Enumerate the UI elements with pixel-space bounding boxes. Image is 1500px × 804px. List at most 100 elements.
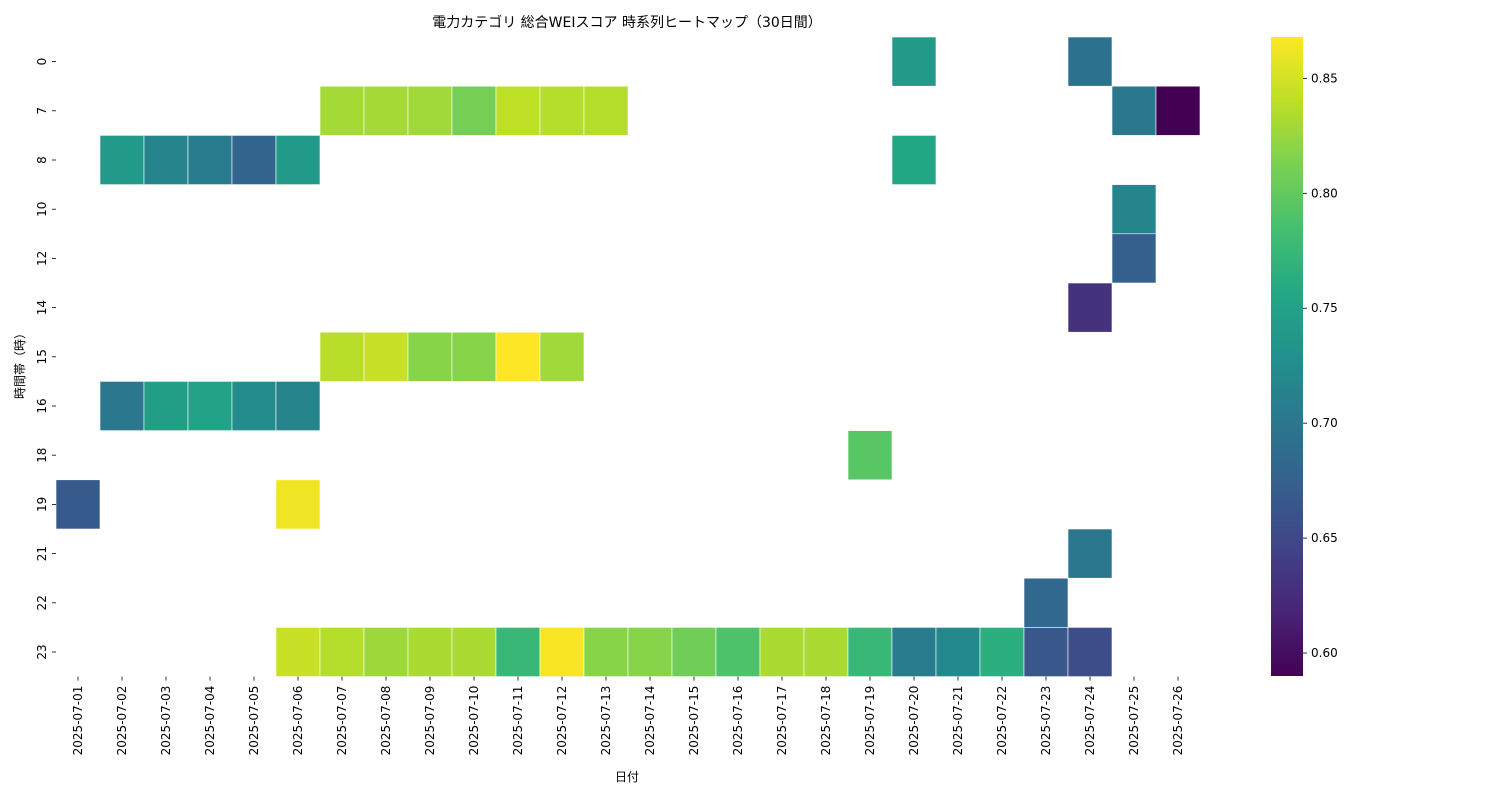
x-tick-label: 2025-07-22 [995,686,1009,756]
heatmap-cell [231,381,277,431]
heatmap-cell [1111,184,1157,235]
colorbar: 0.60 0.65 0.70 0.75 0.80 0.85 [1271,37,1338,676]
heatmap-cell [451,627,497,677]
heatmap-cell [319,85,365,136]
heatmap-cell [891,36,937,87]
y-tick-label: 10 [35,202,49,217]
x-tick-label: 2025-07-19 [863,686,877,756]
y-axis-ticks: 0 7 8 10 12 14 15 16 18 19 21 22 23 [35,58,56,660]
y-tick-label: 23 [35,644,49,659]
heatmap-cell [363,627,409,677]
x-tick-label: 2025-07-04 [203,686,217,756]
heatmap-cell [539,85,585,136]
x-tick-label: 2025-07-25 [1127,686,1141,756]
y-tick-label: 21 [35,546,49,561]
heatmap-cell [759,627,805,677]
heatmap-cell [583,85,629,136]
heatmap-cell [143,135,189,185]
x-tick-label: 2025-07-07 [335,686,349,756]
colorbar-tick-label: 0.65 [1311,531,1338,545]
heatmap-cell [1067,36,1113,87]
heatmap-cell [847,627,893,677]
y-tick-label: 0 [35,58,49,66]
x-tick-label: 2025-07-02 [115,686,129,756]
x-tick-label: 2025-07-26 [1171,686,1185,756]
x-tick-label: 2025-07-08 [379,686,393,756]
x-tick-label: 2025-07-11 [511,686,525,756]
x-tick-label: 2025-07-17 [775,686,789,756]
x-axis-label: 日付 [615,770,639,784]
heatmap-cell [583,627,629,677]
heatmap-cell [1155,85,1201,136]
heatmap-cell [231,135,277,185]
heatmap-cell [143,381,189,431]
x-tick-label: 2025-07-12 [555,686,569,756]
y-axis-label: 時間帯（時） [13,327,27,399]
heatmap-cell [1023,627,1069,677]
colorbar-gradient [1271,37,1303,676]
heatmap-cell [275,381,321,431]
heatmap-cell [495,331,541,382]
heatmap-cell [495,627,541,677]
heatmap-cell [1023,577,1069,628]
x-tick-label: 2025-07-01 [71,686,85,756]
heatmap-cell [187,381,233,431]
heatmap-cell [1111,85,1157,136]
heatmap-cell [275,627,321,677]
heatmap-cell [935,627,981,677]
heatmap-cell [495,85,541,136]
y-tick-label: 19 [35,497,49,512]
heatmap-cell [979,627,1025,677]
heatmap-cell [1067,282,1113,333]
x-tick-label: 2025-07-24 [1083,686,1097,756]
heatmap-cell [1067,627,1113,677]
heatmap-cell [803,627,849,677]
heatmap-cell [275,135,321,185]
heatmap-cell [99,381,145,431]
x-tick-label: 2025-07-05 [247,686,261,756]
heatmap-cell [539,627,585,677]
heatmap-cell [847,430,893,481]
colorbar-tick-label: 0.75 [1311,301,1338,315]
heatmap-cell [451,331,497,382]
heatmap-cell [55,479,101,530]
x-tick-label: 2025-07-14 [643,686,657,756]
heatmap-cell [715,627,761,677]
colorbar-tick-label: 0.70 [1311,416,1338,430]
y-tick-label: 7 [35,107,49,115]
heatmap-cell [407,85,453,136]
y-tick-label: 16 [35,398,49,413]
x-tick-label: 2025-07-18 [819,686,833,756]
heatmap-cell [187,135,233,185]
colorbar-tick-label: 0.80 [1311,186,1338,200]
y-tick-label: 14 [35,300,49,315]
x-tick-label: 2025-07-15 [687,686,701,756]
y-tick-label: 18 [35,448,49,463]
x-axis-ticks: 2025-07-01 2025-07-02 2025-07-03 2025-07-04… [71,676,1185,756]
heatmap-cell [363,85,409,136]
x-tick-label: 2025-07-16 [731,686,745,756]
heatmap-cell [1111,233,1157,284]
heatmap-cell [275,479,321,530]
x-tick-label: 2025-07-21 [951,686,965,756]
chart-title: 電力カテゴリ 総合WEIスコア 時系列ヒートマップ（30日間） [432,14,822,31]
heatmap-cell [407,627,453,677]
heatmap-cell [891,627,937,677]
y-tick-label: 22 [35,595,49,610]
x-tick-label: 2025-07-13 [599,686,613,756]
heatmap-cell [319,627,365,677]
heatmap-cell [451,85,497,136]
y-tick-label: 15 [35,349,49,364]
y-tick-label: 12 [35,251,49,266]
heatmap-cell [319,331,365,382]
x-tick-label: 2025-07-10 [467,686,481,756]
x-tick-label: 2025-07-23 [1039,686,1053,756]
colorbar-tick-label: 0.60 [1311,646,1338,660]
y-tick-label: 8 [35,156,49,164]
x-tick-label: 2025-07-03 [159,686,173,756]
x-tick-label: 2025-07-06 [291,686,305,756]
heatmap-cell [539,331,585,382]
heatmap-cell [891,135,937,185]
x-tick-label: 2025-07-20 [907,686,921,756]
